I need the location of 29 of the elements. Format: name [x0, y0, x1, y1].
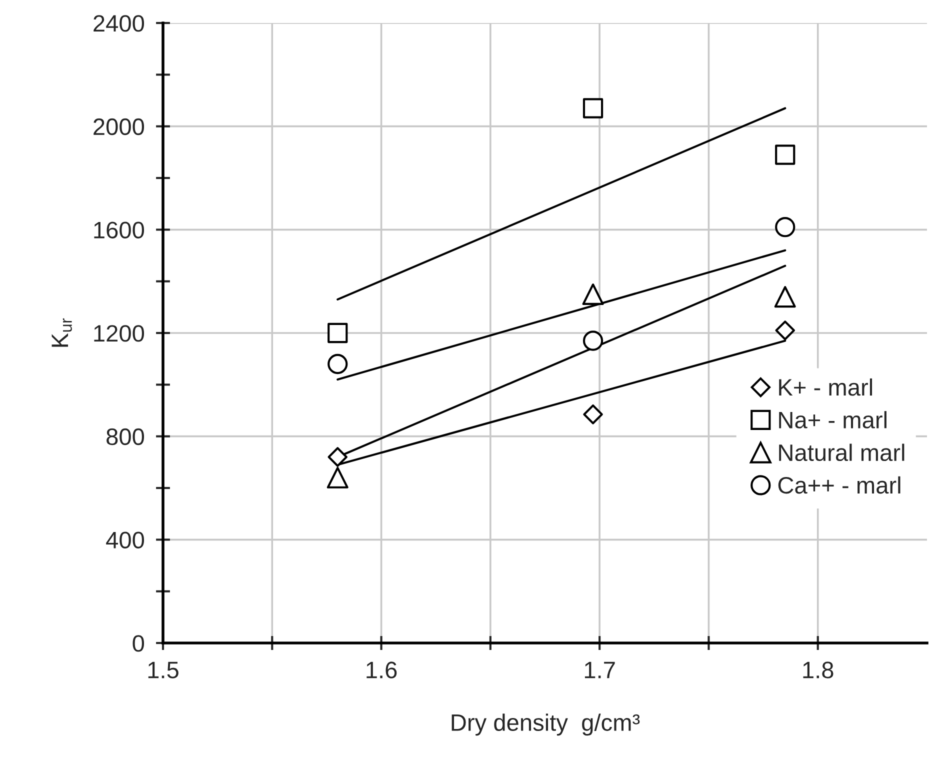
- x-tick-label: 1.7: [584, 662, 615, 678]
- point: [774, 286, 796, 308]
- point: [582, 98, 604, 118]
- y-tick-label: 800: [106, 428, 144, 446]
- y-tick-label: 1200: [94, 325, 144, 342]
- legend-label: Ca++ - marl: [778, 476, 900, 494]
- y-tick-label: 1600: [94, 222, 144, 238]
- x-tick-label: 1.8: [803, 662, 834, 678]
- point: [775, 320, 795, 340]
- y-tick-label: 2000: [94, 118, 144, 136]
- point: [582, 283, 604, 306]
- point: [582, 330, 604, 351]
- y-tick-label: 2400: [94, 15, 144, 32]
- point: [328, 354, 348, 374]
- legend-label: Natural marl: [779, 444, 904, 462]
- point: [326, 466, 348, 488]
- point: [775, 144, 796, 165]
- x-tick-label: 1.6: [366, 662, 397, 678]
- y-axis-title: K$_{ur}$: [52, 318, 72, 347]
- point: [775, 217, 796, 238]
- point: [328, 322, 348, 344]
- y-tick-label: 0: [132, 635, 144, 652]
- point: [583, 404, 603, 424]
- x-axis-title: Dry density g/cm³: [452, 714, 640, 736]
- legend-label: K+ - marl: [779, 378, 872, 396]
- point: [328, 447, 348, 467]
- legend-label: Na+ - marl: [779, 411, 886, 428]
- y-tick-label: 400: [106, 532, 144, 548]
- x-tick-label: 1.5: [148, 662, 178, 678]
